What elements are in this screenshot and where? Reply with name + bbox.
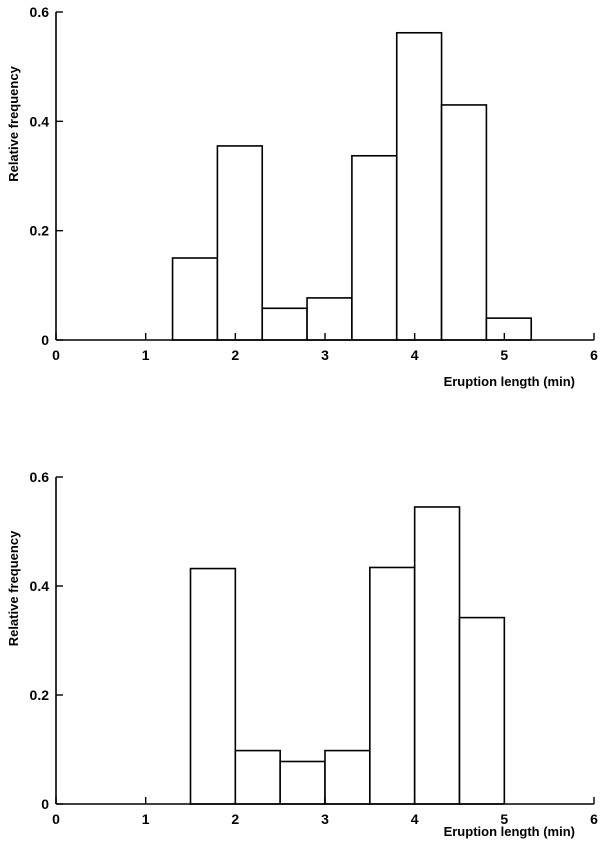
x-tick-label: 5 bbox=[500, 811, 508, 827]
x-axis-title: Eruption length (min) bbox=[444, 824, 575, 839]
y-tick-label: 0.2 bbox=[30, 687, 50, 703]
histogram-panel-1: 0 1 2 3 4 5 6 0 0.2 0.4 0.6 Eruption length (min) Re… bbox=[6, 4, 598, 389]
x-tick-label: 4 bbox=[411, 811, 419, 827]
x-tick-label: 3 bbox=[321, 811, 329, 827]
y-tick-label: 0.4 bbox=[30, 113, 50, 129]
histogram-bar bbox=[351, 154, 398, 341]
y-tick-label: 0.2 bbox=[30, 223, 50, 239]
x-tick-label: 0 bbox=[52, 347, 60, 363]
x-tick-label: 3 bbox=[321, 347, 329, 363]
x-tick-label: 6 bbox=[590, 347, 598, 363]
x-tick-label: 4 bbox=[411, 347, 419, 363]
histogram-bar bbox=[369, 566, 416, 805]
y-axis-title: Relative frequency bbox=[6, 65, 21, 181]
histogram-bar bbox=[171, 257, 219, 341]
y-tick-label: 0.6 bbox=[30, 469, 50, 485]
histogram-bar bbox=[216, 145, 264, 341]
histogram-bar bbox=[413, 506, 461, 805]
histogram-bar bbox=[440, 104, 488, 341]
histogram-bar bbox=[485, 317, 533, 341]
x-tick-label: 1 bbox=[142, 811, 150, 827]
histogram-bar bbox=[324, 749, 371, 805]
x-tick-label: 2 bbox=[231, 811, 239, 827]
histogram-bar bbox=[395, 31, 443, 341]
x-tick-label: 6 bbox=[590, 811, 598, 827]
y-tick-label: 0.4 bbox=[30, 578, 50, 594]
histogram-bar bbox=[189, 567, 237, 805]
x-tick-label: 5 bbox=[500, 347, 508, 363]
y-tick-label: 0.6 bbox=[30, 4, 50, 20]
x-axis-title: Eruption length (min) bbox=[444, 374, 575, 389]
y-axis-title: Relative frequency bbox=[6, 530, 21, 646]
x-tick-label: 2 bbox=[231, 347, 239, 363]
y-tick-label: 0 bbox=[41, 332, 49, 348]
histogram-bar bbox=[458, 616, 506, 805]
histogram-bar bbox=[279, 760, 326, 805]
x-tick-label: 1 bbox=[142, 347, 150, 363]
x-tick-label: 0 bbox=[52, 811, 60, 827]
histogram-panel-2: 0 1 2 3 4 5 6 0 0.2 0.4 0.6 Eruption length (min) Re… bbox=[6, 469, 598, 839]
y-tick-label: 0 bbox=[41, 796, 49, 812]
histogram-bar bbox=[234, 749, 281, 805]
histogram-bar bbox=[261, 307, 308, 341]
histogram-bar bbox=[306, 297, 353, 341]
